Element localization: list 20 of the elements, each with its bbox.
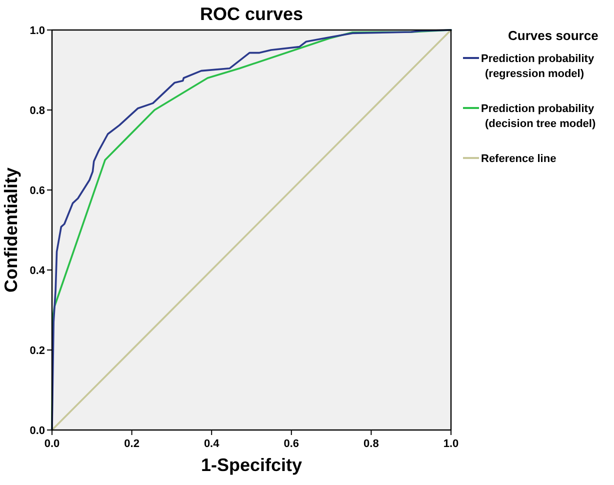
y-tick-label: 0.0 — [30, 425, 45, 437]
y-axis-title: Confidentiality — [1, 168, 21, 292]
line-series — [51, 29, 452, 431]
y-tick-label: 0.2 — [30, 345, 45, 357]
y-tick-label: 0.4 — [30, 265, 46, 277]
legend-title: Curves source — [508, 28, 598, 43]
legend-label: Prediction probability (regression model) — [481, 53, 595, 80]
x-tick-label: 0.4 — [204, 438, 220, 450]
legend-label: Prediction probability (decision tree model) — [481, 103, 596, 130]
x-tick-label: 0.0 — [44, 438, 60, 450]
x-axis-title: 1-Specifcity — [200, 455, 302, 475]
chart-title: ROC curves — [200, 4, 304, 24]
y-tick-label: 1.0 — [30, 25, 45, 37]
x-tick-label: 0.8 — [364, 438, 379, 450]
y-tick-label: 0.8 — [30, 105, 45, 117]
x-tick-label: 0.2 — [124, 438, 140, 450]
x-tick-label: 0.6 — [284, 438, 300, 450]
legend-label: Reference line — [481, 153, 556, 165]
y-tick-label: 0.6 — [30, 185, 45, 197]
x-tick-label: 1.0 — [443, 438, 459, 450]
